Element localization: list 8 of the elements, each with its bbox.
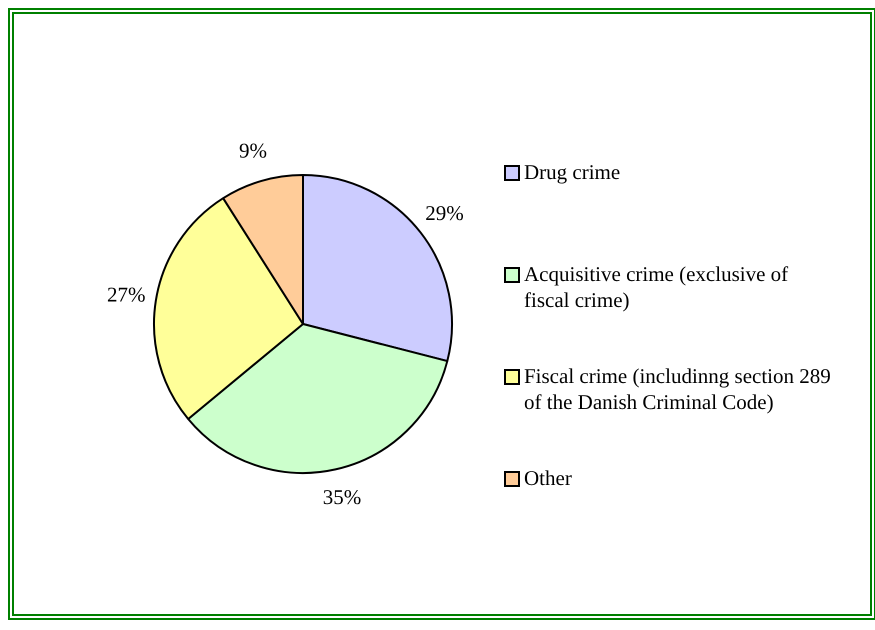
legend-label: Acquisitive crime (exclusive of fiscal crime) (524, 261, 790, 313)
legend-label: Drug crime (524, 159, 620, 185)
data-label: 29% (425, 200, 464, 225)
data-label: 27% (106, 282, 146, 307)
legend-label: Fiscal crime (includinng section 289 of the Danish Criminal Code) (524, 363, 832, 415)
data-label: 9% (239, 138, 268, 163)
data-label: 35% (322, 485, 362, 510)
legend-label: Other (524, 465, 572, 491)
